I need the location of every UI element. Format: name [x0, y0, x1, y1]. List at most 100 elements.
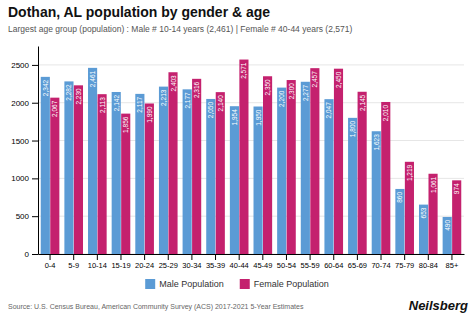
bar: [159, 87, 168, 254]
grid-line: [38, 64, 464, 65]
data-label: 2,142: [113, 95, 120, 112]
bar: [254, 107, 263, 254]
y-tick-mark: [32, 254, 38, 255]
y-tick: 500: [16, 212, 38, 221]
x-axis: 0-45-910-1415-1920-2425-2930-3435-3940-4…: [39, 254, 465, 270]
x-tick-mark: [381, 254, 382, 260]
y-tick-label: 1000: [11, 174, 29, 183]
brand: Neilsberg: [409, 298, 468, 313]
x-tick: 55-59: [301, 254, 320, 270]
data-label: 2,300: [288, 83, 295, 100]
legend: Male PopulationFemale Population: [145, 279, 329, 289]
data-label: 1,800: [349, 120, 356, 137]
x-tick-mark: [73, 254, 74, 260]
bar: [183, 89, 192, 254]
data-label: 2,457: [311, 71, 318, 88]
x-tick: 80-84: [419, 254, 438, 270]
x-tick-label: 35-39: [206, 261, 225, 270]
bar: [395, 189, 404, 254]
y-tick: 2000: [11, 99, 38, 108]
data-label: 2,213: [160, 89, 167, 106]
bar: [310, 68, 319, 254]
data-label: 2,010: [382, 105, 389, 122]
x-tick-mark: [239, 254, 240, 260]
x-tick-mark: [97, 254, 98, 260]
bar: [452, 180, 461, 254]
y-tick-mark: [32, 103, 38, 104]
bar: [112, 92, 121, 254]
y-tick-mark: [32, 65, 38, 66]
data-label: 2,342: [42, 79, 49, 96]
data-label: 653: [420, 207, 427, 218]
bar: [135, 94, 144, 254]
x-tick-mark: [262, 254, 263, 260]
x-tick-mark: [144, 254, 145, 260]
x-tick: 45-49: [253, 254, 272, 270]
x-tick-label: 50-54: [277, 261, 296, 270]
data-label: 1,990: [146, 106, 153, 123]
x-tick-label: 85+: [446, 261, 459, 270]
data-label: 2,117: [136, 97, 143, 113]
data-label: 1,856: [122, 116, 129, 133]
bar: [88, 68, 97, 254]
bar: [428, 174, 437, 254]
x-tick-label: 25-29: [159, 261, 178, 270]
bar: [64, 81, 73, 254]
subtitle: Largest age group (population) : Male # …: [8, 24, 352, 34]
data-label: 2,450: [335, 71, 342, 88]
x-tick: 50-54: [277, 254, 296, 270]
x-tick-mark: [191, 254, 192, 260]
x-tick-mark: [50, 254, 51, 260]
source: Source: U.S. Census Bureau, American Com…: [8, 303, 304, 311]
x-tick-label: 5-9: [68, 261, 79, 270]
data-label: 2,403: [170, 75, 177, 92]
x-tick-mark: [451, 254, 452, 260]
x-tick: 0-4: [45, 254, 56, 270]
x-tick: 60-64: [324, 254, 343, 270]
bars: [41, 60, 462, 254]
x-axis-line: [39, 254, 465, 255]
data-label: 2,145: [359, 94, 366, 111]
x-tick-label: 30-34: [182, 261, 201, 270]
x-tick-label: 80-84: [419, 261, 438, 270]
x-tick-label: 40-44: [230, 261, 249, 270]
x-tick: 30-34: [182, 254, 201, 270]
bar: [216, 92, 225, 254]
title: Dothan, AL population by gender & age: [8, 4, 270, 20]
x-tick: 65-69: [348, 254, 367, 270]
data-label: 2,050: [207, 102, 214, 119]
bar: [74, 85, 83, 254]
y-tick-mark: [32, 178, 38, 179]
bar: [41, 77, 50, 254]
chart: Dothan, AL population by gender & age Lar…: [0, 0, 474, 316]
x-tick-label: 75-79: [395, 261, 414, 270]
x-tick-mark: [286, 254, 287, 260]
y-axis: 05001000150020002500: [11, 47, 38, 260]
x-tick-mark: [168, 254, 169, 260]
data-label: 1,061: [430, 176, 437, 193]
y-tick: 1500: [11, 137, 38, 146]
x-tick-mark: [120, 254, 121, 260]
x-tick-mark: [333, 254, 334, 260]
data-label: 2,140: [217, 95, 224, 112]
x-tick: 10-14: [88, 254, 107, 270]
bar: [301, 82, 310, 254]
bar: [324, 99, 333, 254]
y-tick-mark: [32, 141, 38, 142]
x-tick: 5-9: [68, 254, 79, 270]
bar: [381, 102, 390, 254]
y-axis-line: [38, 47, 39, 255]
x-tick: 15-19: [111, 254, 130, 270]
x-tick-mark: [357, 254, 358, 260]
y-tick-mark: [32, 216, 38, 217]
y-tick-label: 500: [16, 212, 30, 221]
x-tick: 35-39: [206, 254, 225, 270]
data-label: 2,047: [325, 102, 332, 119]
y-tick-label: 1500: [11, 137, 29, 146]
legend-item: Female Population: [240, 279, 329, 289]
y-tick-label: 2500: [11, 61, 29, 70]
data-label: 2,350: [264, 79, 271, 96]
bar: [192, 79, 201, 254]
x-tick-mark: [428, 254, 429, 260]
bar: [98, 94, 107, 254]
